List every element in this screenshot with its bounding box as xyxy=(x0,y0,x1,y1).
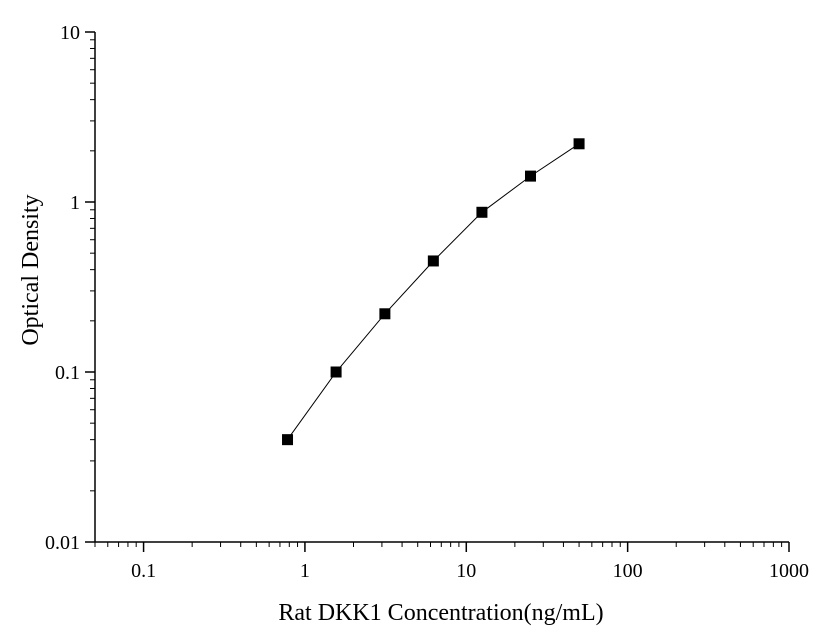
axes: 0.1 1 10 100 1000 0.01 0.1 1 10 xyxy=(45,22,809,582)
data-point xyxy=(524,170,536,182)
x-tick-label: 0.1 xyxy=(131,560,156,582)
data-point xyxy=(476,206,488,218)
y-tick-label: 10 xyxy=(60,22,80,44)
data-point xyxy=(282,434,294,446)
data-point xyxy=(573,138,585,150)
x-tick-label: 100 xyxy=(613,560,643,582)
y-tick-label: 0.1 xyxy=(55,362,80,384)
y-tick-label: 1 xyxy=(70,192,80,214)
x-tick-label: 1 xyxy=(300,560,310,582)
y-tick-label: 0.01 xyxy=(45,532,80,554)
data-point xyxy=(427,255,439,267)
x-axis-label: Rat DKK1 Concentration(ng/mL) xyxy=(278,600,603,626)
series-layer xyxy=(282,138,585,446)
x-tick-label: 10 xyxy=(456,560,476,582)
y-axis-label: Optical Density xyxy=(18,194,44,345)
series-line xyxy=(287,143,580,440)
data-point xyxy=(379,308,391,320)
x-tick-label: 1000 xyxy=(769,560,809,582)
data-point xyxy=(330,366,342,378)
